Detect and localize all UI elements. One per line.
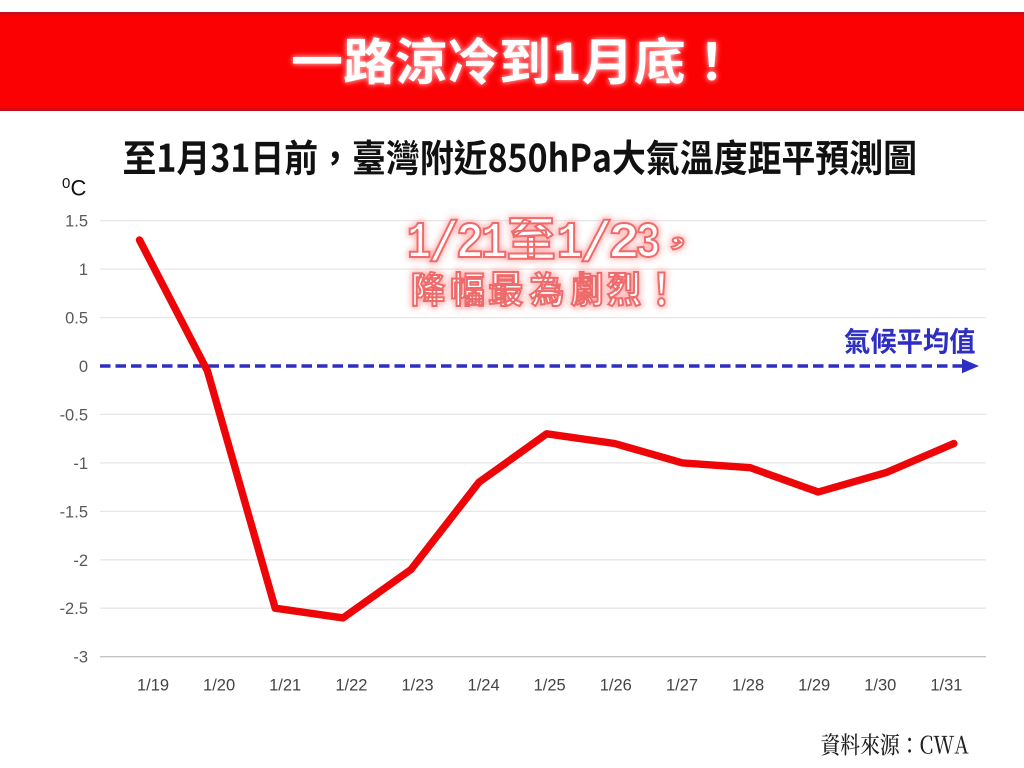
svg-text:C: C bbox=[71, 176, 87, 201]
svg-text:1/30: 1/30 bbox=[864, 677, 896, 695]
svg-text:1/21: 1/21 bbox=[269, 677, 301, 695]
svg-text:1.5: 1.5 bbox=[65, 213, 88, 231]
svg-text:-0.5: -0.5 bbox=[60, 406, 88, 424]
svg-text:1/19: 1/19 bbox=[137, 677, 169, 695]
svg-text:0: 0 bbox=[79, 358, 88, 376]
svg-text:1/24: 1/24 bbox=[468, 677, 500, 695]
svg-text:0.5: 0.5 bbox=[65, 310, 88, 328]
svg-text:1/20: 1/20 bbox=[203, 677, 235, 695]
svg-text:-1: -1 bbox=[73, 455, 88, 473]
svg-text:-2.5: -2.5 bbox=[60, 600, 88, 618]
svg-text:1/26: 1/26 bbox=[600, 677, 632, 695]
svg-text:1: 1 bbox=[79, 261, 88, 279]
svg-text:0: 0 bbox=[62, 175, 70, 192]
svg-text:1/23: 1/23 bbox=[401, 677, 433, 695]
svg-text:-2: -2 bbox=[73, 552, 88, 570]
svg-text:1/27: 1/27 bbox=[666, 677, 698, 695]
svg-text:1/22: 1/22 bbox=[335, 677, 367, 695]
svg-text:-3: -3 bbox=[73, 649, 88, 667]
svg-text:-1.5: -1.5 bbox=[60, 503, 88, 521]
svg-text:1/25: 1/25 bbox=[534, 677, 566, 695]
svg-text:1/31: 1/31 bbox=[930, 677, 962, 695]
svg-text:1/29: 1/29 bbox=[798, 677, 830, 695]
svg-text:1/28: 1/28 bbox=[732, 677, 764, 695]
